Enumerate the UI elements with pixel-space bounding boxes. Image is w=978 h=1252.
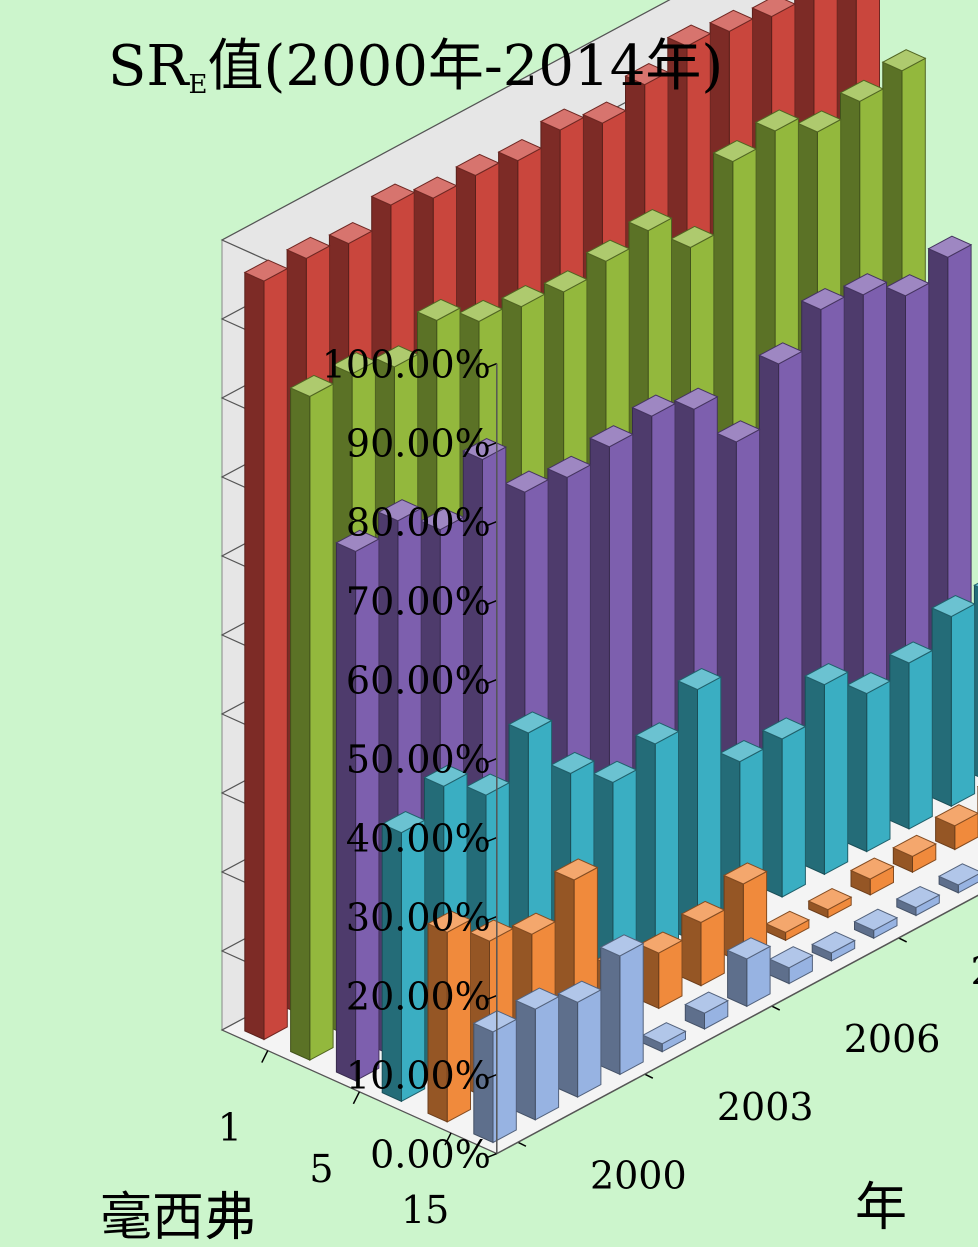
bar-side-face <box>558 994 577 1097</box>
bar-side-face <box>601 947 620 1074</box>
bar <box>245 260 287 1040</box>
y-tick-label: 0.00% <box>370 1133 491 1177</box>
bar-front-face <box>620 943 643 1074</box>
bar <box>805 664 848 875</box>
y-tick-label: 20.00% <box>346 975 491 1019</box>
depth-tick-label: 5 <box>309 1147 333 1191</box>
bar <box>890 642 933 829</box>
year-tick-label: 2009 <box>971 949 978 993</box>
bar-side-face <box>291 388 310 1060</box>
bar-side-face <box>932 608 951 806</box>
bar-front-face <box>824 672 847 874</box>
bar <box>728 938 771 1007</box>
depth-tick-label: 1 <box>218 1106 242 1150</box>
bar-side-face <box>805 676 824 874</box>
y-tick-label: 30.00% <box>346 896 491 940</box>
bar-front-face <box>655 731 678 965</box>
bar-front-face <box>264 269 287 1040</box>
bar <box>516 988 559 1120</box>
bar-front-face <box>578 990 601 1097</box>
bar <box>601 935 644 1075</box>
bar-side-face <box>848 685 867 852</box>
year-tick-label: 2000 <box>590 1153 687 1197</box>
bar-side-face <box>678 681 697 942</box>
chart-title-subscript: E <box>189 70 208 100</box>
bar <box>291 375 334 1060</box>
bar-side-face <box>728 950 747 1006</box>
bar <box>932 596 975 807</box>
bar-front-face <box>867 681 890 852</box>
bar-side-face <box>682 914 701 986</box>
bar-side-face <box>245 273 264 1040</box>
y-tick-label: 70.00% <box>346 580 491 624</box>
y-tick-label: 10.00% <box>346 1054 491 1098</box>
y-tick-label: 60.00% <box>346 659 491 703</box>
bar <box>682 901 725 985</box>
bar <box>763 718 806 897</box>
bar-front-face <box>698 677 721 942</box>
bar <box>636 723 679 965</box>
year-tick-label: 2006 <box>844 1017 941 1061</box>
bar <box>678 669 721 943</box>
chart-title-main: SR <box>108 34 190 99</box>
y-tick-label: 40.00% <box>346 817 491 861</box>
year-tick-label: 2003 <box>717 1085 814 1129</box>
y-tick-label: 80.00% <box>346 501 491 545</box>
bar-side-face <box>636 735 655 965</box>
bar-front-face <box>310 384 333 1060</box>
depth-axis-title: 毫西弗 <box>100 1188 256 1247</box>
x-axis-title: 年 <box>855 1178 907 1238</box>
bar-front-face <box>535 997 558 1120</box>
bar <box>848 673 891 852</box>
bar-front-face <box>782 727 805 898</box>
bar-side-face <box>890 654 909 829</box>
bar <box>558 981 601 1097</box>
depth-tick-label: 15 <box>401 1188 449 1232</box>
y-tick-label: 90.00% <box>346 422 491 466</box>
bar-front-face <box>909 651 932 829</box>
bar <box>640 932 683 1008</box>
y-tick-label: 100.00% <box>322 343 491 387</box>
bar-front-face <box>951 604 974 806</box>
bar-front-face <box>701 910 724 986</box>
chart-title-rest: 值(2000年-2014年) <box>208 34 724 99</box>
y-tick-label: 50.00% <box>346 738 491 782</box>
bar-side-face <box>516 1001 535 1120</box>
